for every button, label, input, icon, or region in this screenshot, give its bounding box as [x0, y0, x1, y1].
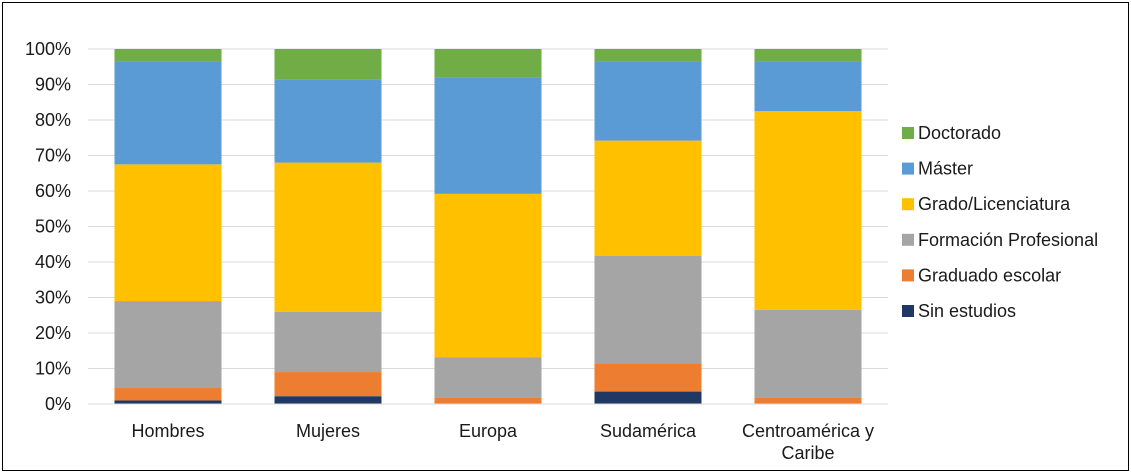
legend-swatch — [902, 233, 914, 246]
bar-segment — [754, 49, 862, 62]
bar-segment — [114, 49, 222, 62]
bar-segment — [114, 400, 222, 404]
y-tick-label: 100% — [25, 39, 71, 59]
bar-segment — [434, 357, 542, 398]
bar-segment — [594, 61, 702, 141]
bar-segment — [274, 79, 382, 163]
y-tick-label: 40% — [35, 252, 71, 272]
legend-label: Graduado escolar — [918, 265, 1061, 285]
bar-segment — [114, 301, 222, 389]
x-category-label: Hombres — [131, 421, 204, 441]
bar-segment — [434, 49, 542, 78]
legend-swatch — [902, 127, 914, 139]
bar-segment — [754, 61, 862, 112]
legend-swatch — [902, 198, 914, 211]
legend-swatch — [902, 269, 914, 282]
bar-segment — [754, 111, 862, 310]
legend-swatch — [902, 305, 914, 317]
bar-segment — [274, 372, 382, 397]
x-category-label: Europa — [459, 421, 518, 441]
y-tick-label: 70% — [35, 146, 71, 166]
bar-segment — [754, 397, 862, 404]
bars — [114, 49, 862, 404]
bar-segment — [594, 391, 702, 404]
bar-segment — [594, 140, 702, 256]
y-tick-label: 30% — [35, 288, 71, 308]
bar-segment — [434, 77, 542, 194]
legend-label: Doctorado — [918, 123, 1001, 143]
y-tick-label: 10% — [35, 359, 71, 379]
y-tick-label: 90% — [35, 75, 71, 95]
y-tick-label: 20% — [35, 323, 71, 343]
bar-segment — [274, 49, 382, 80]
bar-segment — [594, 363, 702, 392]
bar-segment — [434, 193, 542, 358]
bar-segment — [114, 61, 222, 165]
bar-segment — [114, 164, 222, 302]
bar-segment — [274, 162, 382, 312]
legend-label: Máster — [918, 159, 973, 179]
legend: Doctorado Máster Grado/Licenciatura Formaci… — [902, 123, 1098, 321]
x-category-label: Caribe — [781, 443, 834, 463]
bar-segment — [594, 255, 702, 364]
x-axis-category-labels: Hombres Mujeres Europa Sudamérica Centroamér… — [131, 421, 874, 463]
legend-label: Grado/Licenciatura — [918, 194, 1071, 214]
x-category-label: Sudamérica — [600, 421, 697, 441]
bar-segment — [114, 388, 222, 401]
y-tick-label: 0% — [45, 394, 71, 414]
bar-segment — [754, 309, 862, 398]
y-tick-label: 60% — [35, 181, 71, 201]
x-category-label: Centroamérica y — [742, 421, 874, 441]
legend-swatch — [902, 162, 914, 175]
y-tick-label: 80% — [35, 110, 71, 130]
bar-segment — [274, 396, 382, 404]
y-tick-label: 50% — [35, 217, 71, 237]
legend-label: Formación Profesional — [918, 230, 1098, 250]
y-axis-tick-labels: 0% 10% 20% 30% 40% 50% 60% 70% 80% 90% 100% — [25, 39, 71, 414]
bar-segment — [274, 311, 382, 373]
bar-segment — [594, 49, 702, 62]
legend-label: Sin estudios — [918, 301, 1016, 321]
bar-segment — [434, 397, 542, 404]
x-category-label: Mujeres — [296, 421, 360, 441]
